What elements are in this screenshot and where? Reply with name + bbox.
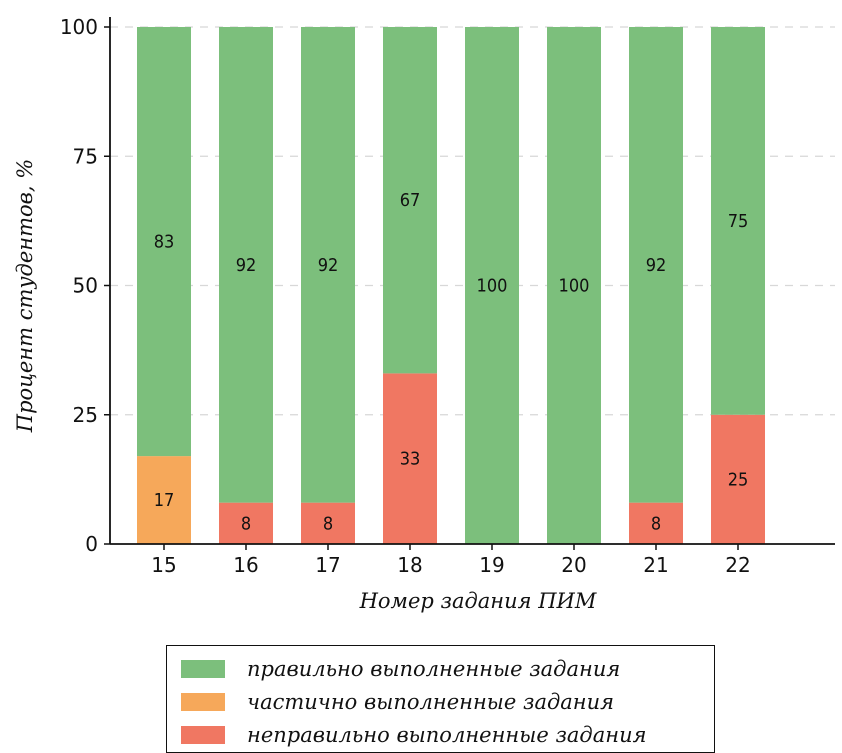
bar-segment-incorrect	[383, 373, 437, 544]
legend: правильно выполненные задания частично в…	[166, 645, 715, 753]
x-tick-label: 17	[315, 553, 340, 577]
bar-segment-correct	[383, 27, 437, 374]
bar-value-label: 83	[154, 232, 175, 253]
x-tick-label: 19	[479, 553, 504, 577]
bar-value-label: 92	[236, 255, 257, 276]
stacked-bar-chart: 17 83 8 92 8 92 33 67 100 100 8 92 25 75 0 25 50 75 100 15…	[13, 15, 835, 613]
x-tick-label: 20	[561, 553, 586, 577]
bar-segment-correct	[219, 27, 273, 503]
bar-segment-correct	[547, 27, 601, 544]
y-tick-label: 100	[60, 15, 98, 39]
legend-swatch-correct	[181, 659, 225, 678]
x-tick-label: 15	[151, 553, 176, 577]
bar-value-labels: 17 83 8 92 8 92 33 67 100 100 8 92 25 75	[154, 190, 749, 534]
bar-segment-correct	[137, 27, 191, 457]
legend-label-partial: частично выполненные задания	[247, 689, 615, 714]
bars	[137, 27, 765, 544]
bar-segment-incorrect	[301, 502, 355, 544]
bar-segment-incorrect	[711, 414, 765, 544]
bar-segment-incorrect	[219, 502, 273, 544]
tick-labels: 0 25 50 75 100 15 16 17 18 19 20 21 22	[60, 15, 751, 577]
bar-segment-correct	[465, 27, 519, 544]
legend-label-correct: правильно выполненные задания	[247, 656, 621, 681]
bar-value-label: 33	[400, 449, 421, 470]
x-tick-label: 16	[233, 553, 258, 577]
bar-value-label: 8	[241, 513, 251, 534]
legend-item-partial: частично выполненные задания	[181, 685, 700, 718]
bar-value-label: 8	[651, 513, 661, 534]
axes	[104, 17, 835, 550]
x-tick-label: 22	[725, 553, 750, 577]
bar-segment-correct	[711, 27, 765, 415]
y-tick-label: 50	[73, 274, 98, 298]
bar-value-label: 100	[477, 276, 508, 297]
x-axis-title: Номер задания ПИМ	[359, 589, 597, 613]
bar-value-label: 92	[318, 255, 339, 276]
y-tick-label: 75	[73, 144, 98, 168]
y-tick-label: 25	[73, 403, 98, 427]
x-tick-label: 18	[397, 553, 422, 577]
bar-segment-correct	[629, 27, 683, 503]
y-axis-title: Процент студентов, %	[13, 159, 37, 433]
bar-value-label: 17	[154, 490, 175, 511]
legend-item-correct: правильно выполненные задания	[181, 652, 700, 685]
bar-segment-incorrect	[629, 502, 683, 544]
bar-value-label: 100	[559, 276, 590, 297]
legend-label-incorrect: неправильно выполненные задания	[247, 722, 647, 747]
bar-value-label: 25	[728, 469, 749, 490]
bar-segment-correct	[301, 27, 355, 503]
bar-segment-partial	[137, 456, 191, 544]
x-tick-label: 21	[643, 553, 668, 577]
bar-value-label: 75	[728, 211, 749, 232]
legend-swatch-partial	[181, 692, 225, 711]
bar-value-label: 92	[646, 255, 667, 276]
legend-item-incorrect: неправильно выполненные задания	[181, 718, 700, 751]
bar-value-label: 67	[400, 190, 421, 211]
legend-swatch-incorrect	[181, 725, 225, 744]
y-tick-label: 0	[85, 532, 98, 556]
bar-value-label: 8	[323, 513, 333, 534]
